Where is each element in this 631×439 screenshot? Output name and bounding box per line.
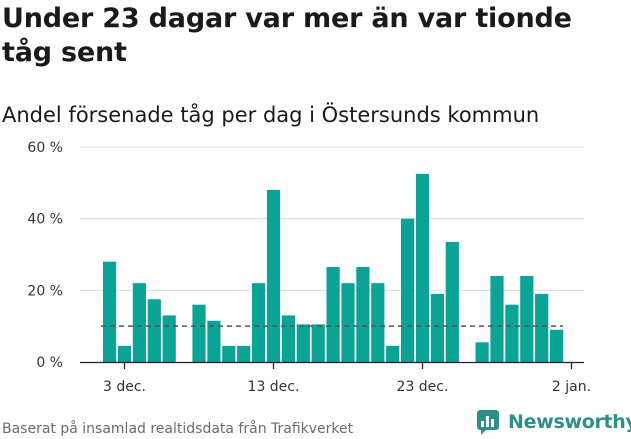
bar [237,345,251,362]
x-tick-label: 2 jan. [552,379,591,395]
bar [386,345,400,362]
chart-subtitle: Andel försenade tåg per dag i Östersunds… [2,103,540,127]
bar [311,324,325,362]
y-tick-label: 40 % [27,212,63,228]
x-axis: 3 dec. 13 dec. 23 dec. 2 jan. [80,361,591,395]
x-tick-label: 23 dec. [397,379,449,395]
y-tick-label: 60 % [27,140,63,156]
bar [103,261,117,362]
bar [371,283,385,362]
bar [550,329,564,362]
bar [490,276,504,362]
bar [326,267,340,362]
y-tick-label: 20 % [27,283,63,299]
bar [520,276,534,362]
bar [132,283,146,362]
bar [341,283,355,362]
newsworthy-logo-icon [477,410,499,435]
bars [103,173,564,362]
bar [162,315,176,362]
bar [192,304,206,362]
bar [445,241,459,362]
x-tick-label: 13 dec. [248,379,300,395]
bar [207,320,221,362]
bar [401,218,415,362]
bar [430,293,444,362]
bar [117,345,132,362]
y-tick-label: 0 % [36,355,63,371]
brand-name: Newsworthy [508,411,631,433]
x-tick-label: 3 dec. [103,379,146,395]
chart-title: Under 23 dagar var mer än var tionde tåg… [2,3,572,68]
bar [252,283,266,362]
bar [475,342,489,362]
bar [266,190,281,362]
source-note: Baserat på insamlad realtidsdata från Tr… [2,421,354,437]
bar [356,267,370,362]
bar [222,345,236,362]
brand-logo: Newsworthy [476,408,631,436]
y-axis-labels: 0 % 20 % 40 % 60 % [27,140,63,371]
bar [535,293,549,362]
bar [505,304,519,362]
bar [147,299,161,362]
bar [296,324,310,362]
bar [415,173,430,362]
bar [281,315,295,362]
